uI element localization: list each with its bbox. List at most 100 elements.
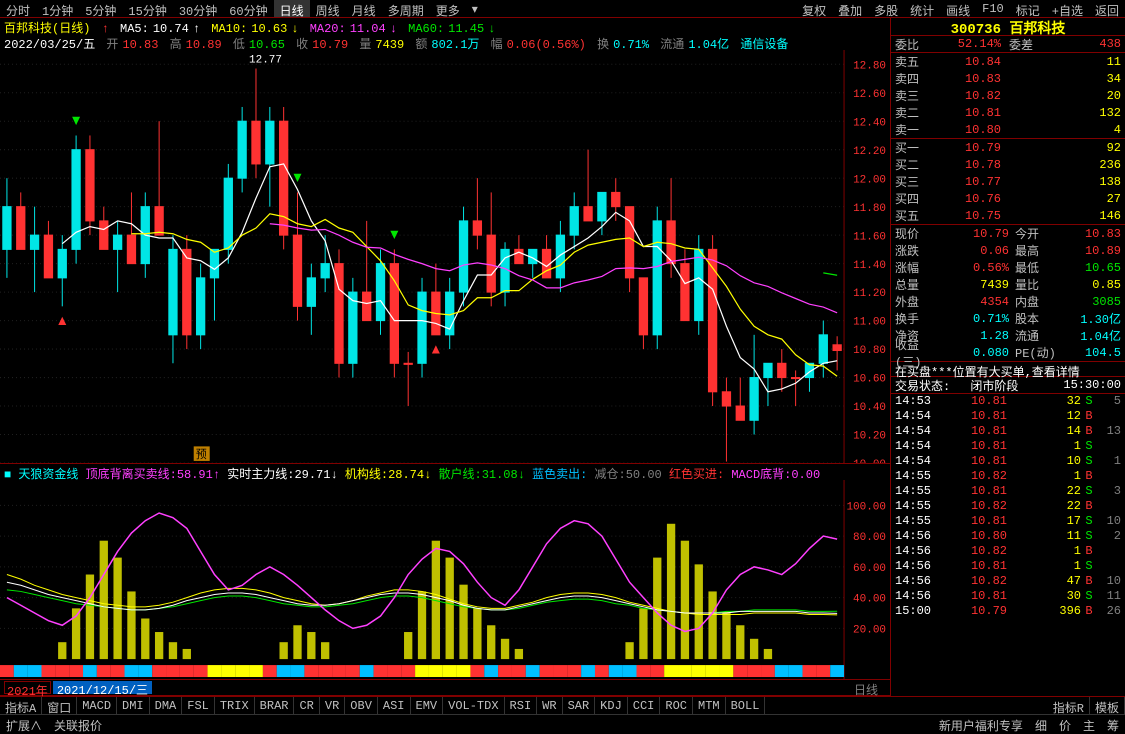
svg-text:100.00: 100.00 — [846, 501, 886, 513]
indicator-tab[interactable]: RSI — [505, 697, 538, 714]
timeframe-tab[interactable]: 分时 — [0, 0, 36, 17]
toolbar-button[interactable]: +自选 — [1046, 0, 1089, 17]
indicator-tab[interactable]: TRIX — [215, 697, 255, 714]
svg-text:12.40: 12.40 — [853, 117, 886, 129]
tick-row: 14:5610.811S — [891, 559, 1125, 574]
footer-button[interactable]: 新用户福利专享 — [933, 715, 1029, 732]
indicator-tab[interactable]: ASI — [378, 697, 411, 714]
side-bottom-tab[interactable]: 指标R — [1048, 697, 1090, 714]
stat-row: 涨幅0.56%最低10.65 — [891, 259, 1125, 276]
footer-button[interactable]: 主 — [1077, 715, 1101, 732]
indicator-tab[interactable]: KDJ — [595, 697, 628, 714]
stat-row: 外盘4354内盘3085 — [891, 293, 1125, 310]
orderbook-row: 卖一10.804 — [891, 121, 1125, 138]
indicator-tab[interactable]: BRAR — [255, 697, 295, 714]
indicator-tab[interactable]: ROC — [660, 697, 693, 714]
toolbar-button[interactable]: F10 — [976, 0, 1010, 17]
toolbar-button[interactable]: 复权 — [796, 0, 832, 17]
weibi-row: 委比52.14% 委差438 — [891, 36, 1125, 53]
indicator-tab[interactable]: CR — [294, 697, 319, 714]
trade-status: 交易状态: 闭市阶段 15:30:00 — [891, 377, 1125, 394]
indicator-tab[interactable]: EMV — [411, 697, 444, 714]
indicator-tab[interactable]: DMA — [150, 697, 183, 714]
tick-row: 14:5410.8112B — [891, 409, 1125, 424]
stat-row: 换手0.71%股本1.30亿 — [891, 310, 1125, 327]
svg-text:12.80: 12.80 — [853, 60, 886, 72]
tick-row: 14:5510.8222B — [891, 499, 1125, 514]
footer-bar: 扩展∧关联报价 新用户福利专享细价主筹 — [0, 714, 1125, 732]
candlestick-chart[interactable]: 10.0010.2010.4010.6010.8011.0011.2011.40… — [0, 50, 890, 464]
ohlc-detail-bar: 2022/03/25/五 开10.83 高10.89 低10.65 收10.79… — [0, 34, 890, 50]
orderbook-row: 买一10.7992 — [891, 139, 1125, 156]
tick-row: 14:5410.8110S1 — [891, 454, 1125, 469]
indicator-tab[interactable]: VOL-TDX — [443, 697, 504, 714]
svg-text:11.40: 11.40 — [853, 260, 886, 272]
indicator-chart[interactable]: 20.0040.0060.0080.00100.00 — [0, 480, 890, 680]
orderbook-row: 买二10.78236 — [891, 156, 1125, 173]
footer-button[interactable]: 筹 — [1101, 715, 1125, 732]
indicator-info-bar: ■ 天狼资金线 顶底背离买卖线:58.91↑ 实时主力线:29.71↓ 机构线:… — [0, 464, 890, 480]
indicator-tab[interactable]: OBV — [345, 697, 378, 714]
tick-list[interactable]: 14:5310.8132S514:5410.8112B14:5410.8114B… — [891, 394, 1125, 664]
toolbar-button[interactable]: 画线 — [940, 0, 976, 17]
svg-text:10.80: 10.80 — [853, 345, 886, 357]
stat-row: 现价10.79今开10.83 — [891, 225, 1125, 242]
stat-row: 涨跌0.06最高10.89 — [891, 242, 1125, 259]
timeframe-tab[interactable]: 月线 — [346, 0, 382, 17]
timeframe-tab[interactable]: 日线 — [274, 0, 310, 17]
stock-header[interactable]: 300736 百邦科技 — [891, 18, 1125, 36]
toolbar-button[interactable]: 标记 — [1010, 0, 1046, 17]
toolbar-button[interactable]: 多股 — [868, 0, 904, 17]
date-axis-bar: 2021年 2021/12/15/三 日线 — [0, 680, 890, 696]
timeframe-tab[interactable]: 15分钟 — [122, 0, 172, 17]
timeframe-tab[interactable]: 周线 — [310, 0, 346, 17]
tick-row: 15:0010.79396B26 — [891, 604, 1125, 619]
indicator-tab[interactable]: 指标A — [0, 697, 42, 714]
footer-button[interactable]: 价 — [1053, 715, 1077, 732]
orderbook-row: 卖三10.8220 — [891, 87, 1125, 104]
svg-text:12.60: 12.60 — [853, 89, 886, 101]
toolbar-button[interactable]: 统计 — [904, 0, 940, 17]
more-icon[interactable]: ▾ — [466, 0, 484, 17]
tick-row: 14:5510.8117S10 — [891, 514, 1125, 529]
big-order-note[interactable]: 在买盘***位置有大买单,查看详情 — [891, 361, 1125, 377]
orderbook-row: 买五10.75146 — [891, 207, 1125, 224]
orderbook-row: 买三10.77138 — [891, 173, 1125, 190]
timeframe-tab[interactable]: 30分钟 — [173, 0, 223, 17]
footer-button[interactable]: 细 — [1029, 715, 1053, 732]
indicator-tab[interactable]: 窗口 — [42, 697, 77, 714]
indicator-tabs: 指标A窗口MACDDMIDMAFSLTRIXBRARCRVROBVASIEMVV… — [0, 696, 1125, 714]
toolbar-button[interactable]: 返回 — [1089, 0, 1125, 17]
toolbar-button[interactable]: 叠加 — [832, 0, 868, 17]
orderbook-row: 卖五10.8411 — [891, 53, 1125, 70]
indicator-tab[interactable]: FSL — [182, 697, 215, 714]
indicator-tab[interactable]: SAR — [563, 697, 596, 714]
quote-panel: 300736 百邦科技 委比52.14% 委差438 卖五10.8411卖四10… — [891, 18, 1125, 696]
tick-row: 14:5510.821B — [891, 469, 1125, 484]
tick-row: 14:5410.8114B13 — [891, 424, 1125, 439]
svg-text:10.00: 10.00 — [853, 459, 886, 463]
indicator-tab[interactable]: BOLL — [726, 697, 766, 714]
timeframe-tab[interactable]: 多周期 — [382, 0, 430, 17]
indicator-tab[interactable]: MACD — [77, 697, 117, 714]
svg-text:10.60: 10.60 — [853, 374, 886, 386]
timeframe-tabs: 分时1分钟5分钟15分钟30分钟60分钟日线周线月线多周期更多▾ 复权叠加多股统计… — [0, 0, 1125, 18]
side-bottom-tab[interactable]: 模板 — [1090, 697, 1125, 714]
indicator-tab[interactable]: CCI — [628, 697, 661, 714]
indicator-tab[interactable]: DMI — [117, 697, 150, 714]
ma-info-bar: 百邦科技(日线) ↑ MA5:10.74↑ MA10:10.63↓ MA20:1… — [0, 18, 890, 34]
stat-row: 收益(三)0.080PE(动)104.5 — [891, 344, 1125, 361]
footer-button[interactable]: 扩展∧ — [0, 715, 48, 732]
timeframe-tab[interactable]: 1分钟 — [36, 0, 79, 17]
indicator-tab[interactable]: MTM — [693, 697, 726, 714]
svg-text:11.20: 11.20 — [853, 288, 886, 300]
timeframe-tab[interactable]: 60分钟 — [223, 0, 273, 17]
svg-text:11.60: 11.60 — [853, 231, 886, 243]
indicator-tab[interactable]: WR — [537, 697, 562, 714]
timeframe-tab[interactable]: 5分钟 — [79, 0, 122, 17]
footer-button[interactable]: 关联报价 — [48, 715, 108, 732]
tick-row: 14:5610.8011S2 — [891, 529, 1125, 544]
timeframe-tab[interactable]: 更多 — [430, 0, 466, 17]
svg-text:20.00: 20.00 — [853, 624, 886, 636]
indicator-tab[interactable]: VR — [320, 697, 345, 714]
